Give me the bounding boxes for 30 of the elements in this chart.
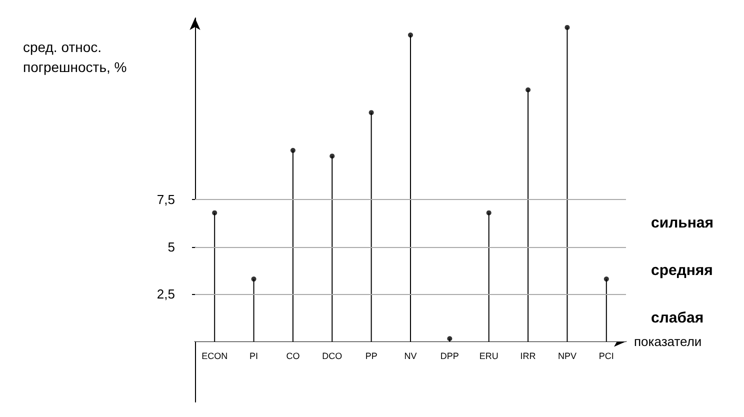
x-tick-label: PCI bbox=[598, 350, 614, 361]
x-tick-label: PP bbox=[365, 350, 378, 361]
x-tick-label: NV bbox=[404, 350, 417, 361]
point bbox=[526, 87, 531, 92]
point bbox=[486, 210, 492, 216]
x-tick-label: ERU bbox=[479, 350, 498, 361]
x-tick-label: IRR bbox=[520, 350, 536, 361]
y-tick-label: 7,5 bbox=[156, 192, 175, 208]
point bbox=[447, 336, 452, 342]
y-tick-label: 5 bbox=[168, 239, 175, 254]
x-tick-label: NPV bbox=[558, 350, 576, 361]
x-tick-label: CO bbox=[286, 350, 300, 361]
x-tick-label: PI bbox=[250, 350, 258, 361]
point bbox=[564, 24, 570, 30]
band-label: сильная bbox=[651, 214, 714, 232]
y-axis-title: сред. относ. погрешность, % bbox=[23, 39, 127, 75]
point bbox=[368, 110, 374, 116]
point bbox=[290, 148, 296, 153]
x-tick-label: DPP bbox=[440, 350, 459, 361]
band-label: слабая bbox=[651, 309, 704, 326]
y-tick-label: 2,5 bbox=[156, 286, 175, 302]
band-label: средняя bbox=[651, 262, 713, 280]
x-axis-title: показатели bbox=[634, 334, 702, 349]
point bbox=[604, 276, 609, 282]
x-tick-label: ECON bbox=[202, 350, 228, 361]
point bbox=[251, 276, 256, 282]
point bbox=[212, 210, 218, 216]
point bbox=[408, 32, 413, 38]
point bbox=[330, 154, 335, 159]
x-tick-label: DCO bbox=[322, 350, 342, 361]
